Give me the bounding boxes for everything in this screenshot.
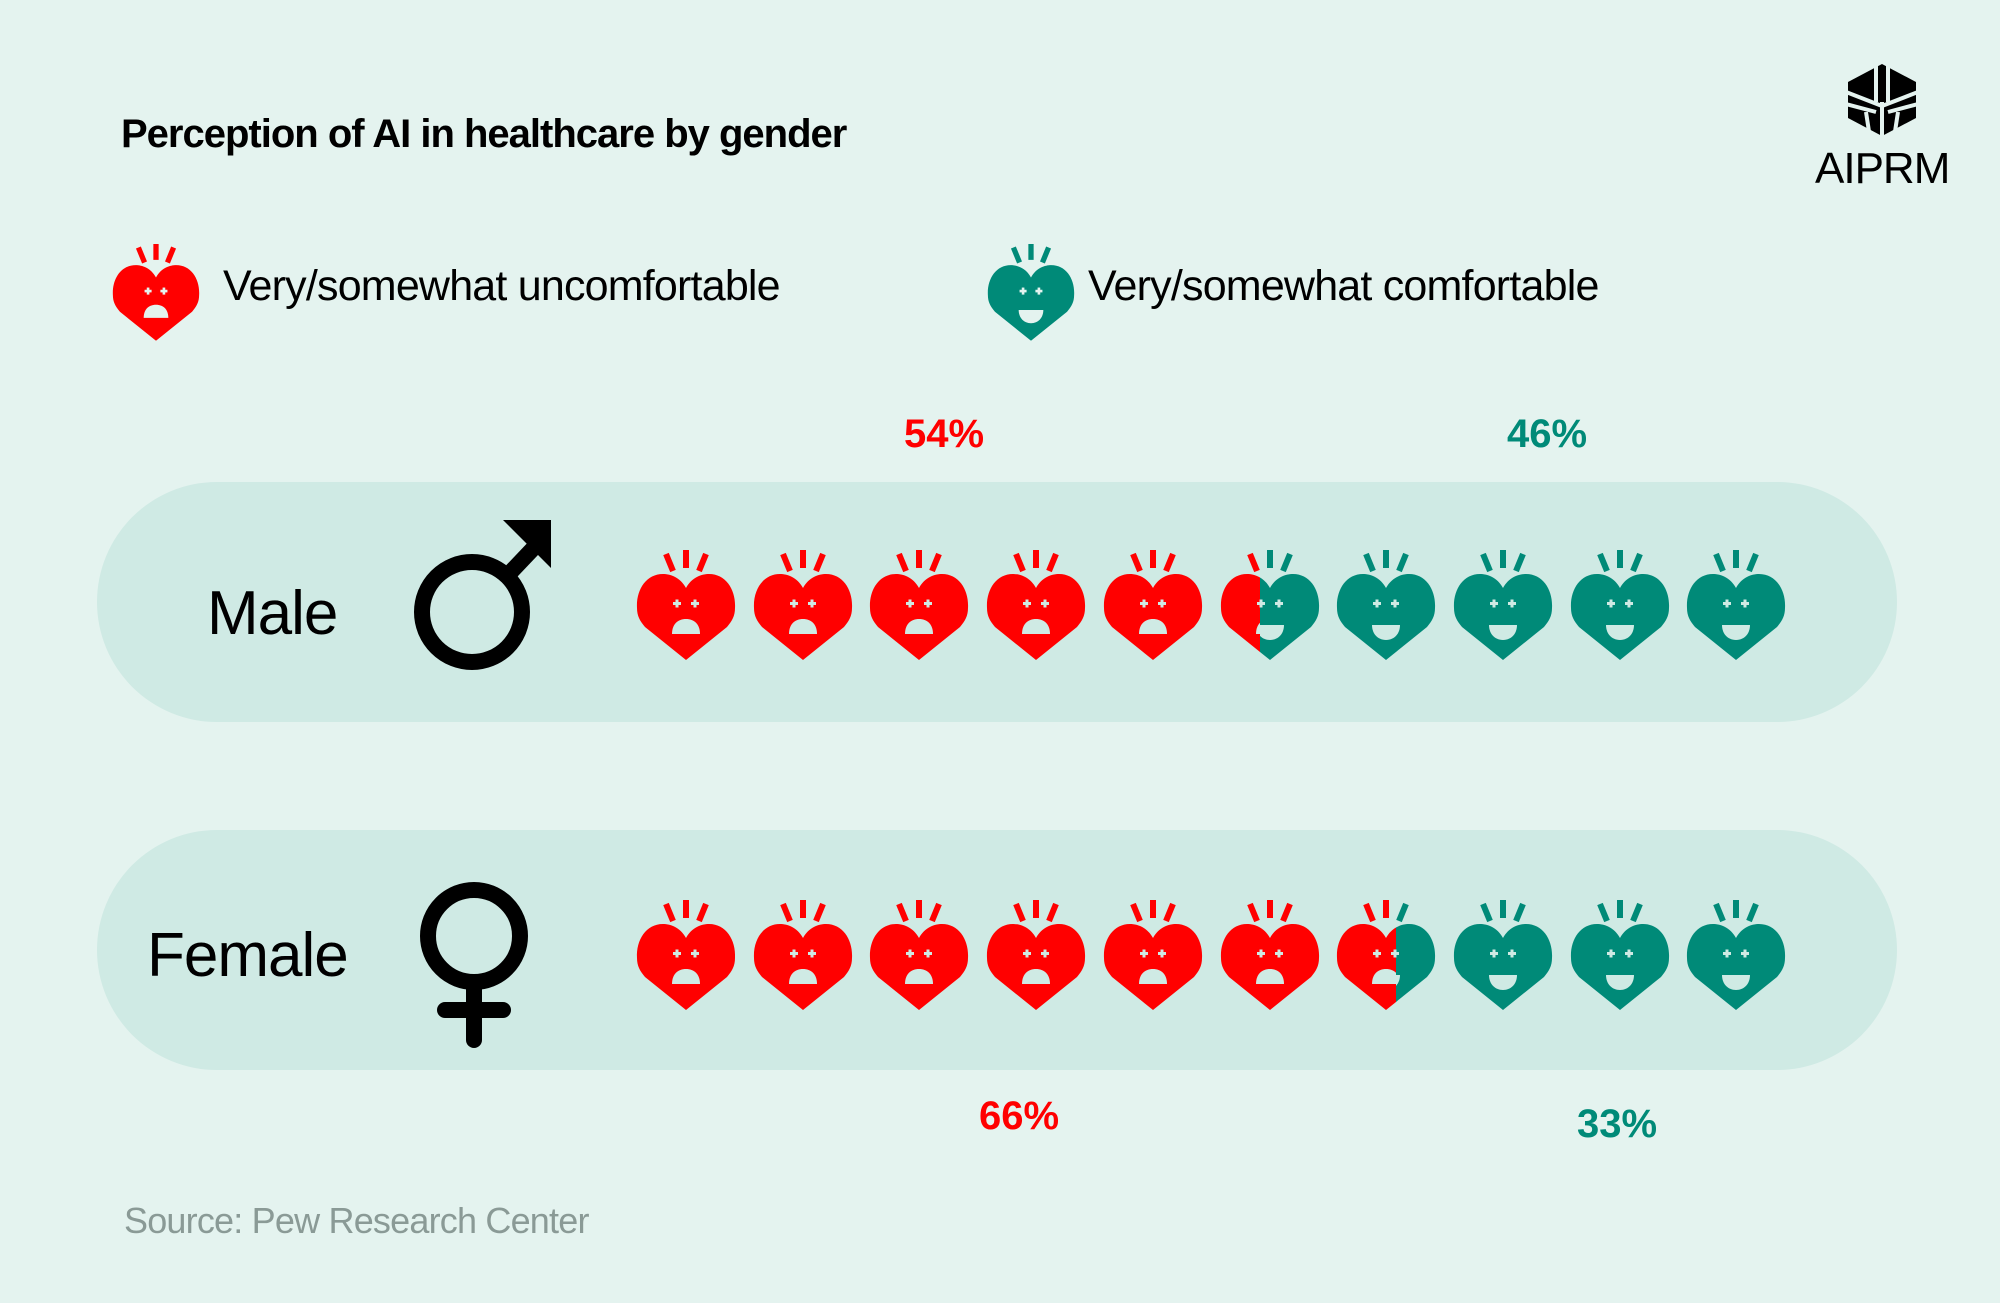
uncomfortable-heart-icon (1103, 550, 1202, 660)
female-row: Female (97, 830, 1897, 1070)
uncomfortable-heart-icon (870, 900, 969, 1010)
legend-comfortable-label: Very/somewhat comfortable (1088, 262, 1599, 310)
uncomfortable-heart-icon (1103, 900, 1202, 1010)
comfortable-heart-icon (1687, 900, 1786, 1010)
uncomfortable-heart-icon (870, 550, 969, 660)
source-note: Source: Pew Research Center (124, 1200, 589, 1241)
female-uncomfortable-label: 66% (978, 1094, 1060, 1138)
split-heart-icon (1337, 900, 1436, 1010)
sad-heart-icon (112, 244, 200, 341)
comfortable-heart-icon (1570, 550, 1669, 660)
comfortable-heart-icon (1453, 550, 1552, 660)
male-label: Male (207, 579, 338, 648)
male-symbol-icon (414, 520, 551, 670)
comfortable-heart-icon (1337, 550, 1436, 660)
legend-uncomfortable-icon (112, 244, 200, 346)
male-uncomfortable-label: 54% (903, 412, 985, 456)
female-label: Female (147, 921, 349, 990)
happy-heart-icon (987, 244, 1075, 341)
uncomfortable-heart-icon (753, 900, 852, 1010)
aiprm-logo (1845, 62, 1919, 139)
aiprm-logo-icon (1845, 62, 1919, 139)
male-row: Male (97, 482, 1897, 722)
uncomfortable-heart-icon (987, 900, 1086, 1010)
uncomfortable-heart-icon (636, 550, 736, 660)
female-symbol-icon (420, 882, 528, 1048)
uncomfortable-heart-icon (987, 550, 1086, 660)
legend-comfortable-icon (987, 244, 1075, 346)
female-comfortable-label: 33% (1576, 1102, 1658, 1146)
uncomfortable-heart-icon (636, 900, 736, 1010)
uncomfortable-heart-icon (753, 550, 852, 660)
uncomfortable-heart-icon (1220, 900, 1319, 1010)
legend-uncomfortable-label: Very/somewhat uncomfortable (223, 262, 781, 310)
comfortable-heart-icon (1687, 550, 1786, 660)
logo-text: AIPRM (1815, 144, 1950, 193)
comfortable-heart-icon (1453, 900, 1552, 1010)
chart-title: Perception of AI in healthcare by gender (121, 112, 847, 156)
split-heart-icon (1220, 550, 1319, 660)
male-comfortable-label: 46% (1506, 412, 1588, 456)
comfortable-heart-icon (1570, 900, 1669, 1010)
